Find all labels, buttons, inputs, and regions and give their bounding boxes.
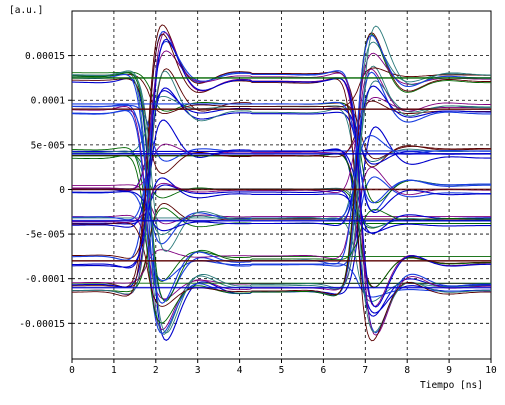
y-axis-label: [a.u.] [9, 5, 43, 16]
series-trace [72, 24, 491, 288]
y-tick-label: -0.00015 [19, 319, 65, 330]
series-trace [72, 70, 491, 333]
series-trace [72, 72, 491, 252]
y-tick-label: 0 [59, 185, 65, 196]
x-axis-ticks: 0 1 2 3 4 5 6 7 8 9 10 [69, 359, 497, 376]
x-tick-label: 0 [69, 365, 75, 376]
x-tick-label: 2 [153, 365, 159, 376]
series-trace [72, 147, 491, 282]
series-trace [72, 38, 491, 308]
x-tick-label: 3 [195, 365, 201, 376]
y-tick-label: 0.0001 [31, 96, 66, 107]
x-tick-label: 8 [404, 365, 410, 376]
x-tick-label: 5 [279, 365, 285, 376]
y-tick-label: 0.00015 [25, 51, 65, 62]
y-tick-label: -0.0001 [25, 274, 65, 285]
x-tick-label: 6 [321, 365, 327, 376]
y-tick-label: 5e-005 [31, 140, 65, 151]
series-trace [72, 65, 491, 335]
series-trace [72, 119, 491, 288]
x-tick-label: 9 [446, 365, 452, 376]
x-tick-label: 10 [485, 365, 497, 376]
y-axis-ticks: 0.00015 0.0001 5e-005 0 -5e-005 -0.0001 -0.000… [19, 51, 72, 330]
series-trace [72, 33, 491, 324]
y-tick-label: -5e-005 [25, 230, 65, 241]
traces [72, 24, 491, 342]
series-trace [72, 33, 491, 342]
series-trace [72, 109, 491, 301]
x-tick-label: 7 [362, 365, 368, 376]
series-trace [72, 85, 491, 232]
series-trace [72, 87, 491, 228]
x-tick-label: 1 [111, 365, 117, 376]
series-trace [72, 67, 491, 115]
x-tick-label: 4 [237, 365, 243, 376]
series-trace [72, 50, 491, 336]
series-trace [72, 68, 491, 284]
x-axis-label: Tiempo [ns] [420, 380, 483, 391]
